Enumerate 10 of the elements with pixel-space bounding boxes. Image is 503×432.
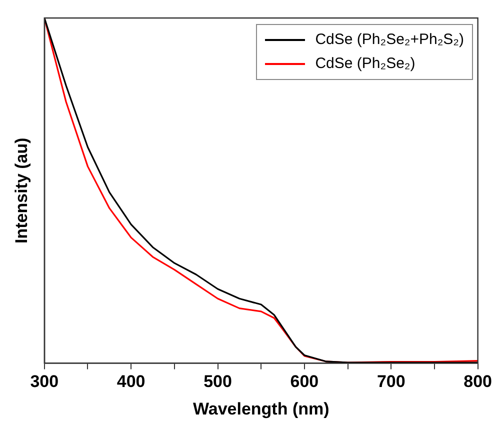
x-tick-label: 300	[30, 372, 59, 392]
x-tick-label: 400	[116, 372, 146, 392]
x-axis-title: Wavelength (nm)	[192, 399, 330, 418]
x-tick-label: 500	[204, 372, 232, 392]
x-tick-label: 700	[376, 372, 406, 392]
x-tick-label: 600	[290, 372, 319, 392]
legend-label: CdSe (Ph₂Se₂+Ph₂S₂)	[315, 30, 464, 50]
legend-label: CdSe (Ph₂Se₂)	[315, 54, 416, 74]
x-tick-label: 800	[464, 372, 492, 392]
y-axis-title: Intensity (au)	[12, 138, 31, 244]
